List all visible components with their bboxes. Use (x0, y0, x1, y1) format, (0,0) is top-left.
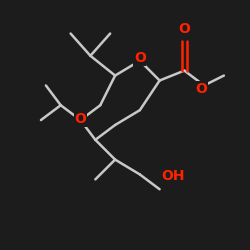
Text: O: O (196, 82, 207, 96)
Text: O: O (74, 112, 86, 126)
Text: O: O (178, 22, 190, 36)
Text: OH: OH (162, 169, 185, 183)
Text: O: O (134, 51, 146, 65)
